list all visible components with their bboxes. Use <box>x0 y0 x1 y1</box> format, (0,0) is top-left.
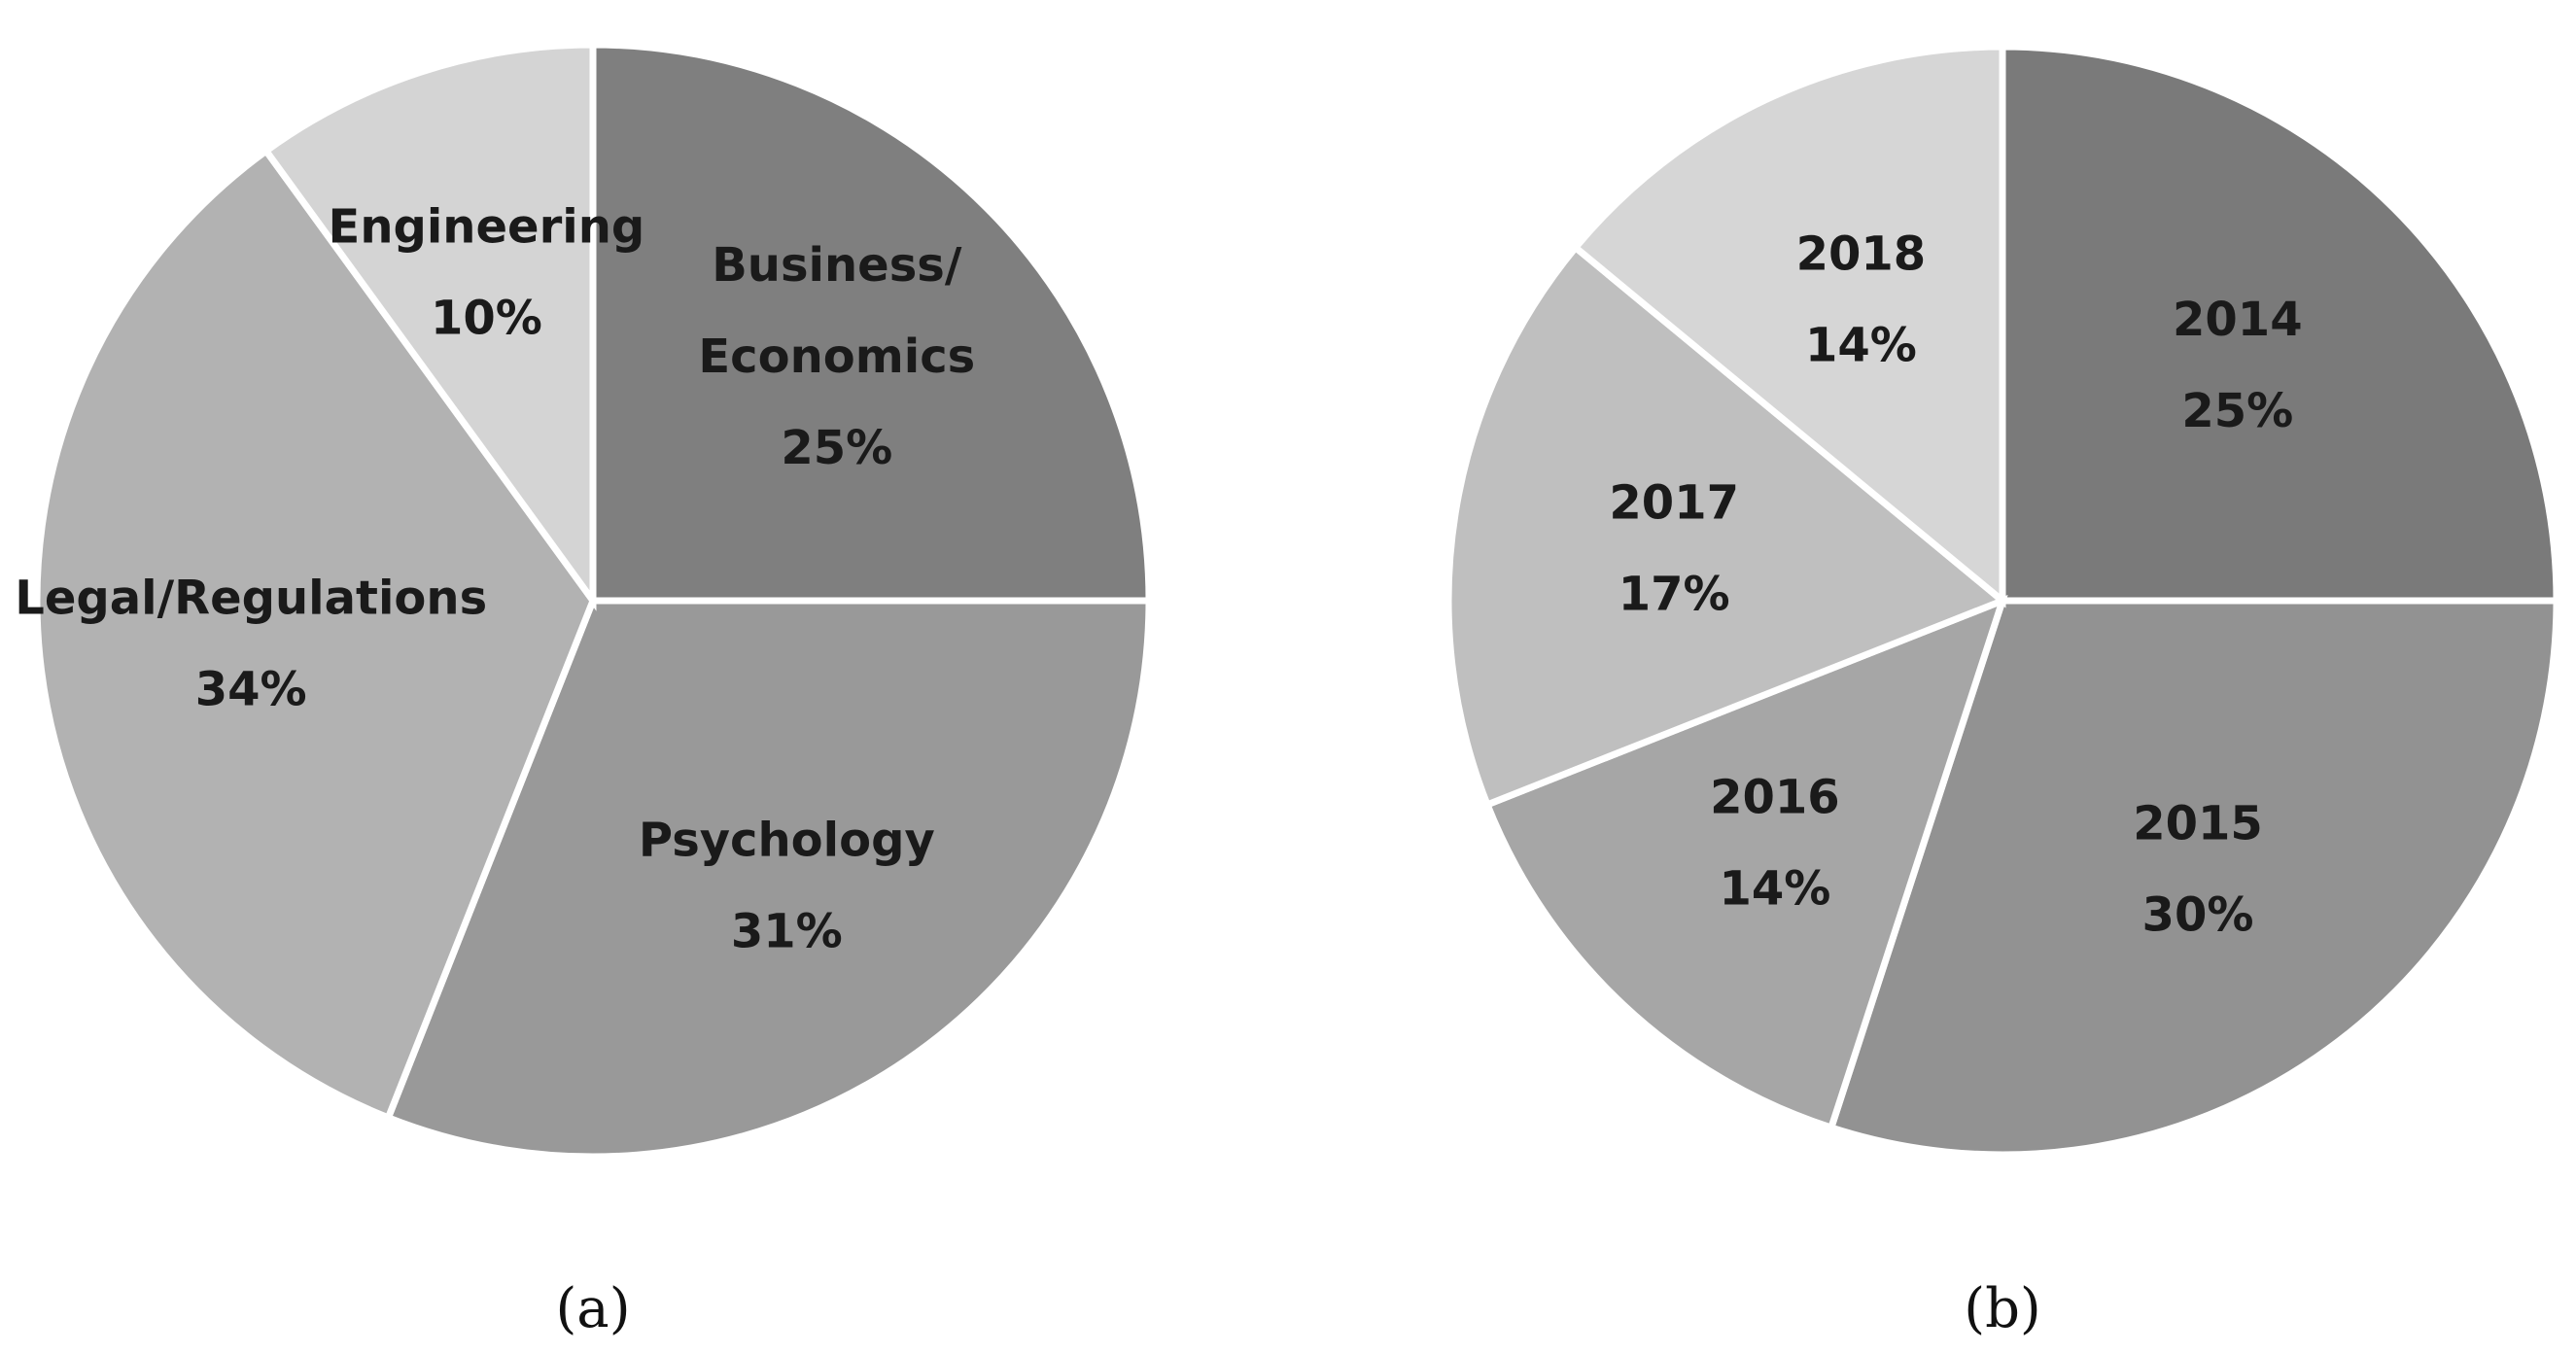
pie-a-slice-legal-regulations <box>33 146 597 1123</box>
slice-name-label: Legal/Regulations <box>15 571 487 625</box>
pie-b-slice-2014 <box>1999 43 2560 605</box>
slice-name-label: Psychology <box>639 813 935 867</box>
pie-b-slice-2017 <box>1445 242 2009 810</box>
slice-percent-label: 30% <box>2142 888 2254 943</box>
pie-b-label-2018: 2018 14% <box>1796 227 1927 373</box>
pie-b-label-2014: 2014 25% <box>2173 293 2303 438</box>
pie-a-label-business-economics: Business/Economics 25% <box>698 238 975 475</box>
slice-percent-label: 34% <box>195 662 307 716</box>
pie-a-slice-business-economics <box>589 41 1153 605</box>
slice-percent-label: 17% <box>1619 568 1730 622</box>
panel-caption-a: (a) <box>555 1277 630 1340</box>
slice-name-label: 2014 <box>2173 293 2303 347</box>
pie-b-label-2015: 2015 30% <box>2133 797 2263 943</box>
pie-b-slice-2015 <box>1827 597 2560 1159</box>
slice-percent-label: 25% <box>781 421 892 475</box>
pie-a-label-psychology: Psychology 31% <box>639 813 935 958</box>
slice-percent-label: 14% <box>1719 861 1830 916</box>
pie-b-slice-2016 <box>1482 595 2008 1132</box>
pie-b-label-2016: 2016 14% <box>1710 770 1840 916</box>
slice-name-label: 2016 <box>1710 770 1840 824</box>
pie-a-label-engineering: Engineering 10% <box>329 200 645 346</box>
pie-chart-b: 2014 25% 2015 30% 2016 14% 2017 17% 2018 14% <box>1445 43 2560 1159</box>
pie-b-slice-2018 <box>1570 43 2006 608</box>
slice-percent-label: 10% <box>431 292 542 346</box>
pie-a-labels: Business/Economics 25% Psychology 31% Legal/… <box>15 200 975 959</box>
pie-b-label-2017: 2017 17% <box>1609 476 1739 622</box>
pie-b-labels: 2014 25% 2015 30% 2016 14% 2017 17% 2018 14% <box>1609 227 2302 943</box>
slice-name-label: 2017 <box>1609 476 1739 531</box>
slice-percent-label: 14% <box>1805 319 1917 373</box>
panel-caption-b: (b) <box>1964 1277 2041 1340</box>
pie-a-slice-engineering <box>261 41 597 611</box>
slice-percent-label: 31% <box>731 904 843 958</box>
slice-name-label: 2018 <box>1796 227 1927 282</box>
slice-name-label: Business/ <box>712 238 962 293</box>
slice-name-label: Economics <box>698 330 975 384</box>
pie-a-label-legal-regulations: Legal/Regulations 34% <box>15 571 487 716</box>
slice-percent-label: 25% <box>2181 384 2293 438</box>
pie-a-slice-psychology <box>383 597 1153 1161</box>
slice-name-label: Engineering <box>329 200 645 255</box>
slice-name-label: 2015 <box>2133 797 2263 851</box>
pie-chart-a: Business/Economics 25% Psychology 31% Legal/… <box>15 41 1153 1161</box>
